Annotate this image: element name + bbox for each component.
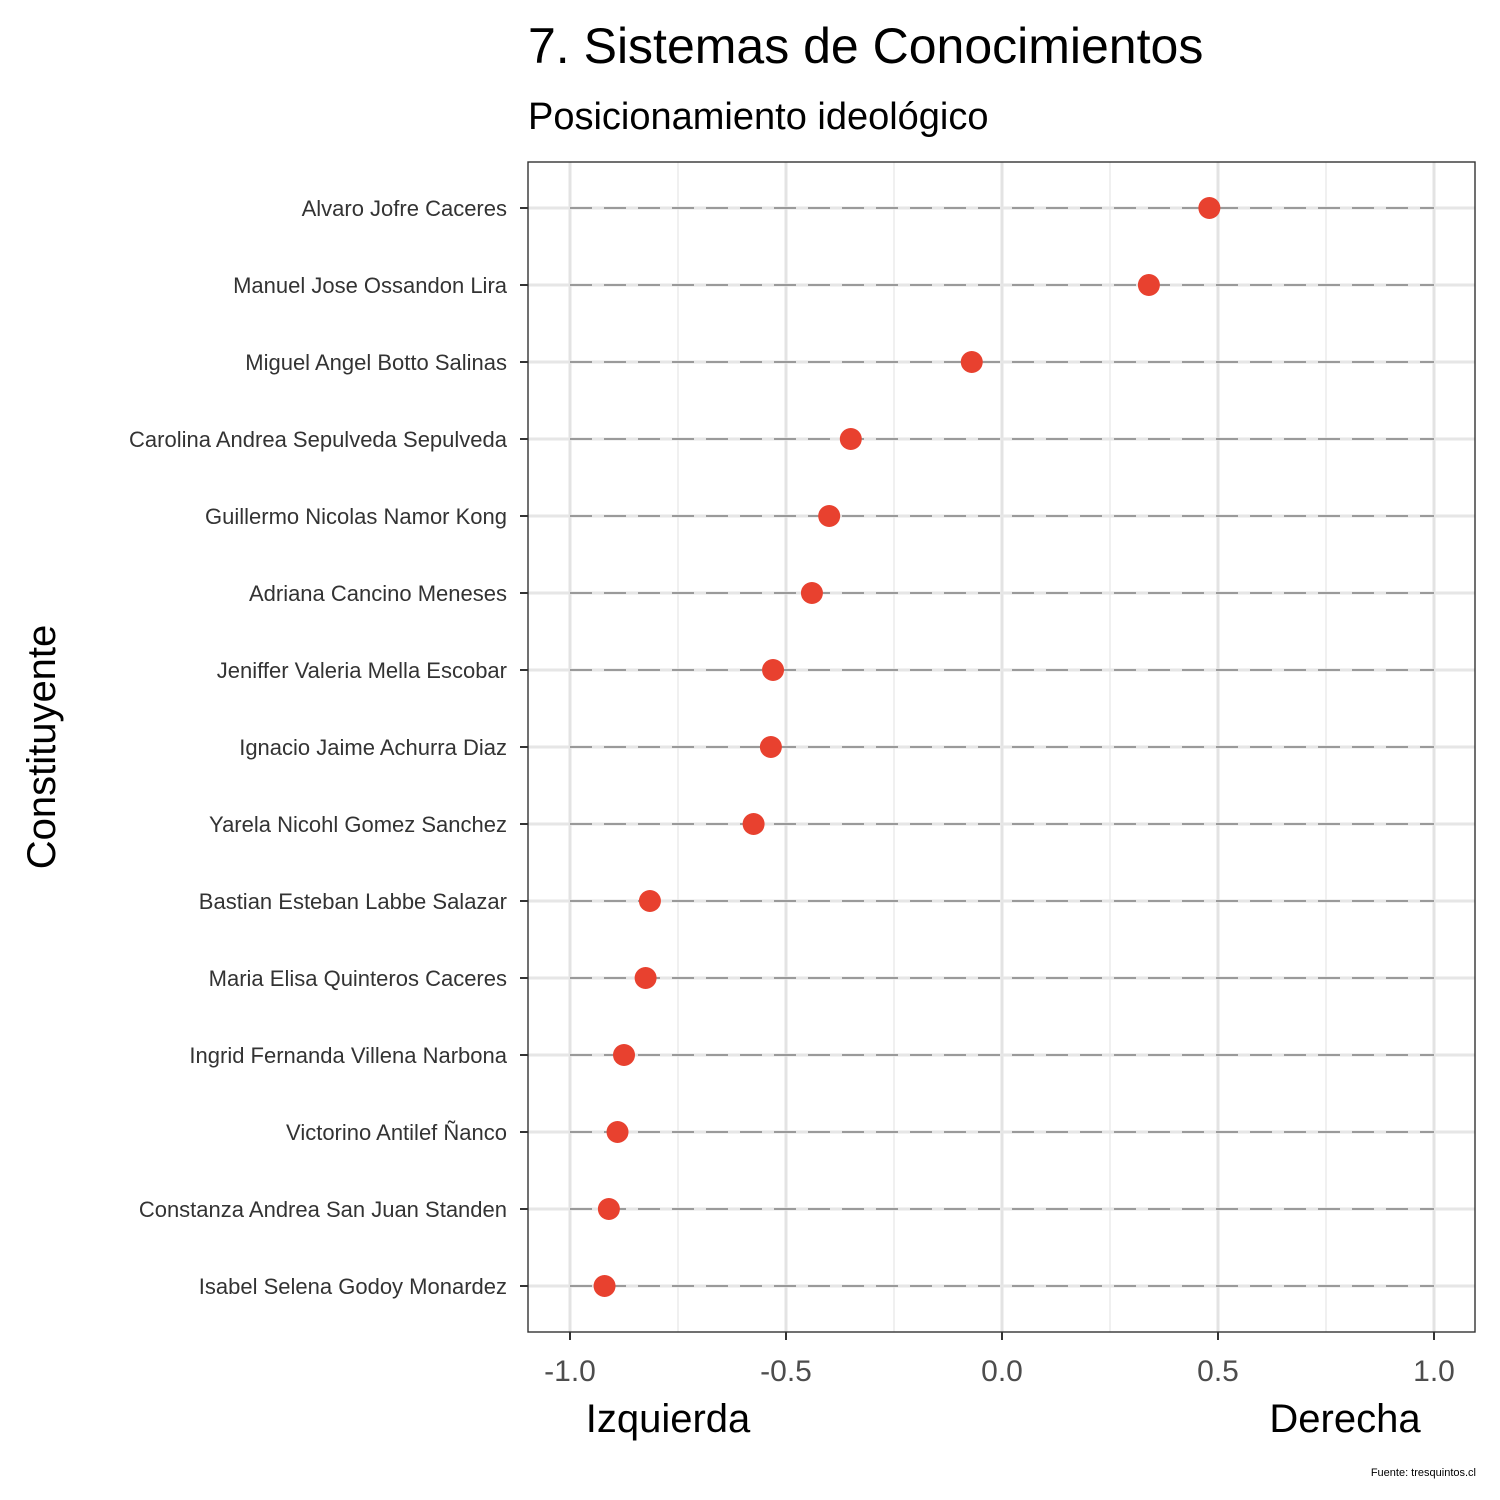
x-tick-label: 0.0 <box>981 1355 1023 1388</box>
y-tick-label: Bastian Esteban Labbe Salazar <box>199 889 507 914</box>
y-tick-label: Ingrid Fernanda Villena Narbona <box>189 1043 507 1068</box>
x-tick-label: 1.0 <box>1413 1355 1455 1388</box>
x-label-left: Izquierda <box>586 1397 751 1441</box>
data-point <box>742 813 765 835</box>
data-point <box>759 736 782 758</box>
y-tick-label: Yarela Nicohl Gomez Sanchez <box>209 812 507 837</box>
y-tick-label: Miguel Angel Botto Salinas <box>245 350 507 375</box>
chart-title: 7. Sistemas de Conocimientos <box>528 18 1203 74</box>
y-tick-label: Constanza Andrea San Juan Standen <box>139 1197 507 1222</box>
data-point <box>1198 197 1221 219</box>
y-tick-label: Manuel Jose Ossandon Lira <box>233 273 508 298</box>
data-point <box>593 1275 616 1297</box>
data-point <box>606 1121 629 1143</box>
x-tick-label: -1.0 <box>544 1355 596 1388</box>
chart-subtitle: Posicionamiento ideológico <box>528 96 989 138</box>
y-tick-label: Alvaro Jofre Caceres <box>302 196 507 221</box>
data-point <box>597 1198 620 1220</box>
data-point <box>613 1044 635 1066</box>
y-tick-label: Victorino Antilef Ñanco <box>286 1120 507 1145</box>
y-tick-label: Jeniffer Valeria Mella Escobar <box>217 658 507 683</box>
data-point <box>634 967 657 989</box>
x-axis-ticks: -1.0 -0.5 0.0 0.5 1.0 <box>544 1332 1455 1388</box>
row-lines <box>528 206 1475 1288</box>
x-tick-label: 0.5 <box>1197 1355 1239 1388</box>
data-point <box>762 659 785 681</box>
y-tick-label: Isabel Selena Godoy Monardez <box>199 1274 507 1299</box>
data-point <box>839 428 862 450</box>
source-caption: Fuente: tresquintos.cl <box>1371 1467 1476 1479</box>
y-tick-label: Carolina Andrea Sepulveda Sepulveda <box>129 427 508 452</box>
data-point <box>818 505 841 527</box>
data-point <box>960 351 983 373</box>
y-tick-label: Maria Elisa Quinteros Caceres <box>209 966 507 991</box>
data-point <box>800 582 823 604</box>
x-label-right: Derecha <box>1269 1397 1421 1441</box>
data-points <box>593 197 1221 1297</box>
y-tick-label: Guillermo Nicolas Namor Kong <box>205 504 507 529</box>
y-tick-label: Adriana Cancino Meneses <box>249 581 507 606</box>
data-point <box>1137 274 1160 296</box>
y-tick-label: Ignacio Jaime Achurra Diaz <box>239 735 507 760</box>
y-axis-ticks: Alvaro Jofre Caceres Manuel Jose Ossandon… <box>129 196 528 1299</box>
data-point <box>638 890 661 912</box>
x-tick-label: -0.5 <box>760 1355 812 1388</box>
y-axis-label: Constituyente <box>20 625 64 870</box>
